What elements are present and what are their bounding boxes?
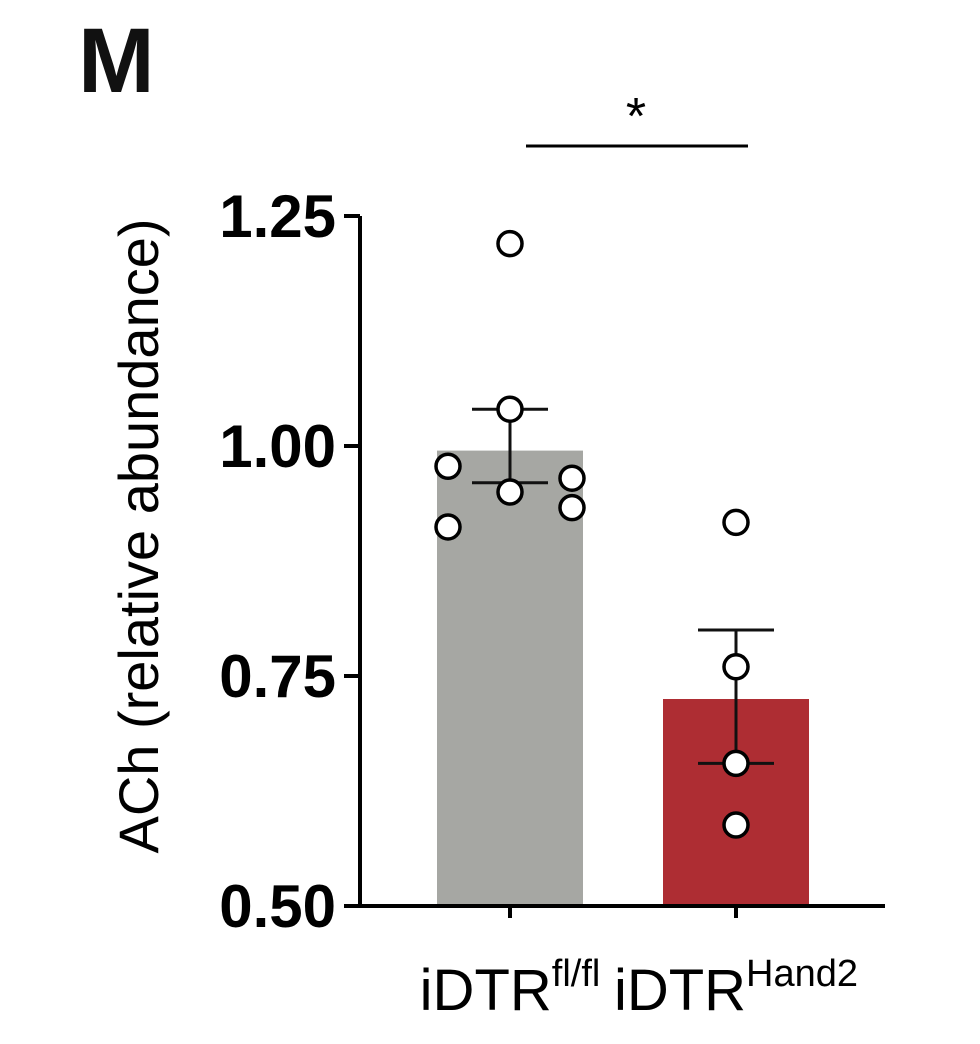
significance-label: * (626, 88, 646, 146)
data-points-group (434, 229, 750, 839)
y-axis-title: ACh (relative abundance) (107, 218, 170, 853)
x-tick-label-0: iDTRfl/fl (420, 953, 601, 1023)
data-point-0-1 (496, 395, 524, 423)
data-point-1-2 (722, 749, 750, 778)
x-tick-label-1: iDTRHand2 (614, 953, 858, 1023)
x-tick-label-base-1: iDTR (614, 958, 746, 1023)
x-tick-label-base-0: iDTR (420, 958, 552, 1023)
data-point-0-0 (496, 229, 524, 258)
bars-group (437, 450, 809, 906)
x-tick-label-sup-1: Hand2 (746, 953, 858, 995)
data-point-0-3 (496, 478, 524, 506)
data-point-0-2 (434, 452, 462, 480)
x-tick-label-sup-0: fl/fl (552, 953, 601, 995)
data-point-1-1 (722, 653, 750, 681)
y-tick-label-0: 0.50 (219, 873, 336, 940)
data-point-1-0 (722, 508, 750, 537)
y-tick-label-2: 1.00 (219, 413, 336, 480)
significance-group: * (526, 88, 748, 148)
data-point-0-6 (434, 513, 462, 541)
panel-label: M (78, 10, 155, 112)
y-tick-label-1: 0.75 (219, 643, 336, 710)
y-tick-label-3: 1.25 (219, 183, 336, 250)
data-point-0-4 (558, 464, 586, 492)
data-point-1-3 (722, 811, 750, 839)
data-point-0-5 (558, 493, 586, 522)
